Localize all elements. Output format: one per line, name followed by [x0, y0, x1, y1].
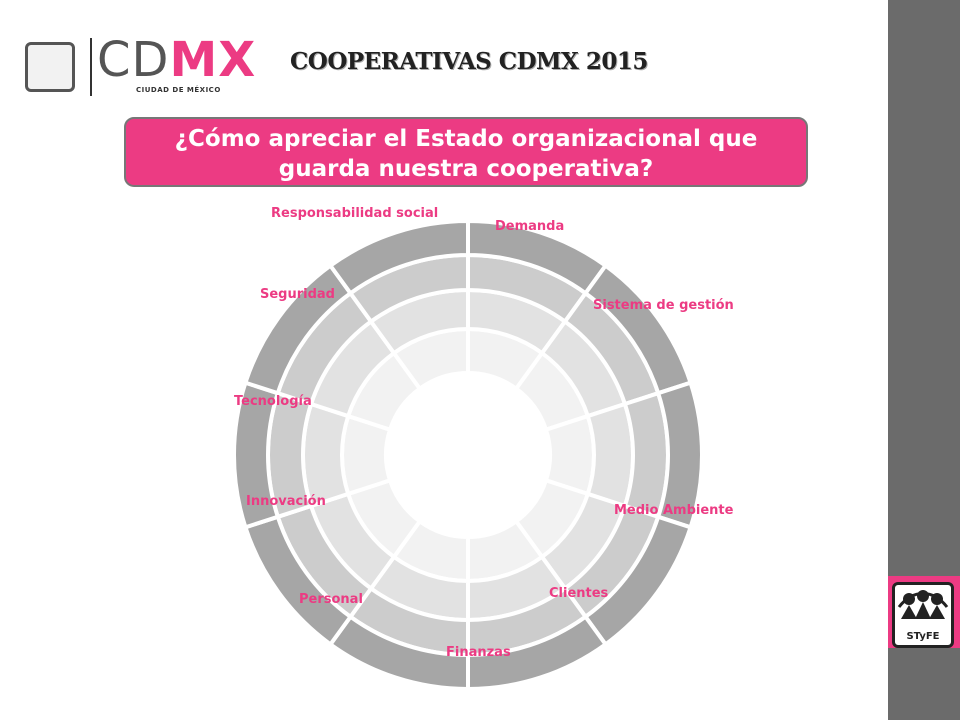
segment-label: Medio Ambiente	[614, 503, 734, 518]
styfe-people-icon	[897, 590, 949, 619]
city-seal-icon	[25, 42, 75, 92]
logo-divider	[90, 38, 92, 96]
segment-label: Innovación	[246, 494, 326, 509]
cdmx-logo: CDMX	[97, 30, 256, 90]
segment-label: Seguridad	[260, 287, 335, 302]
wheel-cell	[301, 401, 351, 509]
wheel-cell	[327, 218, 470, 296]
styfe-logo: STyFE	[892, 582, 954, 648]
logo-subtitle: CIUDAD DE MÉXICO	[136, 86, 221, 94]
segment-label: Sistema de gestión	[593, 298, 734, 313]
styfe-logo-text: STyFE	[906, 631, 940, 642]
segment-label: Clientes	[549, 586, 609, 601]
logo-mx-text: MX	[169, 32, 257, 88]
segment-label: Personal	[299, 592, 363, 607]
header-title: COOPERATIVAS CDMX 2015	[290, 48, 648, 75]
wheel-center	[388, 375, 548, 535]
logo-cd-text: CD	[97, 32, 170, 88]
question-banner: ¿Cómo apreciar el Estado organizacional …	[124, 117, 808, 187]
banner-line-2: guarda nuestra cooperativa?	[278, 156, 654, 182]
segment-label: Tecnología	[234, 394, 312, 409]
styfe-logo-panel: STyFE	[888, 576, 960, 648]
banner-line-1: ¿Cómo apreciar el Estado organizacional …	[174, 126, 758, 152]
wheel-cell	[585, 401, 635, 509]
segment-label: Responsabilidad social	[271, 206, 439, 221]
segment-label: Finanzas	[446, 645, 511, 660]
segment-label: Demanda	[495, 219, 565, 234]
organizational-wheel	[234, 218, 702, 689]
